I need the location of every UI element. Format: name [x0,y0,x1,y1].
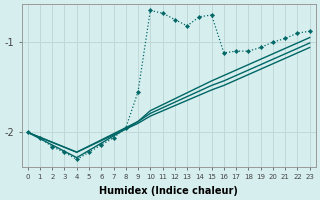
X-axis label: Humidex (Indice chaleur): Humidex (Indice chaleur) [99,186,238,196]
